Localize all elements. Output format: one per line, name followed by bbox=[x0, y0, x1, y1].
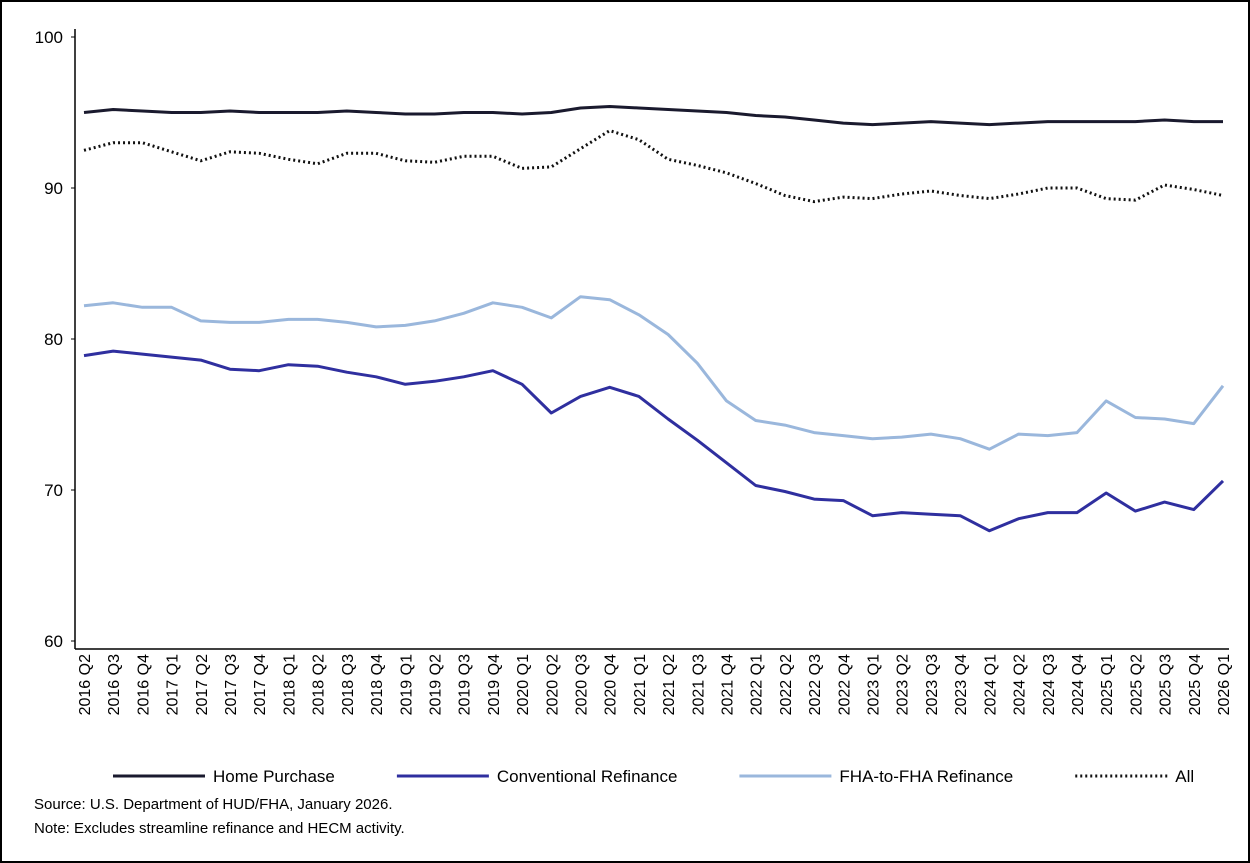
x-tick-label: 2021 Q4 bbox=[720, 654, 737, 715]
x-tick-label: 2025 Q4 bbox=[1187, 654, 1204, 715]
legend-label: Conventional Refinance bbox=[497, 767, 678, 786]
x-tick-label: 2022 Q1 bbox=[749, 654, 766, 715]
x-tick-label: 2018 Q4 bbox=[369, 654, 386, 715]
y-tick-label: 70 bbox=[44, 481, 63, 500]
x-tick-label: 2018 Q1 bbox=[281, 654, 298, 715]
y-tick-label: 80 bbox=[44, 330, 63, 349]
source: Source: U.S. Department of HUD/FHA, Janu… bbox=[34, 796, 392, 813]
x-tick-label: 2017 Q3 bbox=[223, 654, 240, 715]
x-tick-label: 2019 Q3 bbox=[457, 654, 474, 715]
x-tick-label: 2019 Q2 bbox=[427, 654, 444, 715]
x-tick-label: 2021 Q3 bbox=[690, 654, 707, 715]
x-tick-label: 2019 Q4 bbox=[486, 654, 503, 715]
x-tick-label: 2022 Q2 bbox=[778, 654, 795, 715]
x-tick-label: 2016 Q3 bbox=[106, 654, 123, 715]
x-tick-label: 2020 Q4 bbox=[603, 654, 620, 715]
note: Note: Excludes streamline refinance and … bbox=[34, 820, 405, 837]
x-tick-label: 2018 Q3 bbox=[340, 654, 357, 715]
x-tick-label: 2017 Q4 bbox=[252, 654, 269, 715]
series-line bbox=[83, 295, 1225, 451]
legend-label: Home Purchase bbox=[213, 767, 335, 786]
x-tick-label: 2024 Q3 bbox=[1041, 654, 1058, 715]
x-tick-label: 2023 Q3 bbox=[924, 654, 941, 715]
x-tick-label: 2020 Q3 bbox=[573, 654, 590, 715]
x-tick-label: 2026 Q1 bbox=[1216, 654, 1233, 715]
series-line bbox=[83, 129, 1224, 204]
y-tick-label: 60 bbox=[44, 632, 63, 651]
x-tick-label: 2017 Q2 bbox=[194, 654, 211, 715]
legend-label: FHA-to-FHA Refinance bbox=[839, 767, 1013, 786]
y-tick-label: 100 bbox=[35, 28, 63, 47]
x-tick-label: 2016 Q2 bbox=[77, 654, 94, 715]
x-tick-label: 2023 Q4 bbox=[953, 654, 970, 715]
x-tick-label: 2018 Q2 bbox=[311, 654, 328, 715]
x-tick-label: 2025 Q1 bbox=[1099, 654, 1116, 715]
x-tick-label: 2024 Q1 bbox=[982, 654, 999, 715]
series-line bbox=[83, 105, 1223, 127]
x-tick-label: 2022 Q3 bbox=[807, 654, 824, 715]
x-tick-label: 2023 Q2 bbox=[895, 654, 912, 715]
x-tick-label: 2022 Q4 bbox=[836, 654, 853, 715]
legend-label: All bbox=[1175, 767, 1194, 786]
x-tick-label: 2020 Q1 bbox=[515, 654, 532, 715]
x-tick-label: 2020 Q2 bbox=[544, 654, 561, 715]
x-tick-label: 2016 Q4 bbox=[135, 654, 152, 715]
x-tick-label: 2019 Q1 bbox=[398, 654, 415, 715]
y-tick-label: 90 bbox=[44, 179, 63, 198]
x-tick-label: 2023 Q1 bbox=[866, 654, 883, 715]
x-tick-label: 2017 Q1 bbox=[165, 654, 182, 715]
x-tick-label: 2021 Q1 bbox=[632, 654, 649, 715]
x-tick-label: 2024 Q4 bbox=[1070, 654, 1087, 715]
x-tick-label: 2025 Q3 bbox=[1158, 654, 1175, 715]
x-tick-label: 2024 Q2 bbox=[1012, 654, 1029, 715]
x-tick-label: 2025 Q2 bbox=[1128, 654, 1145, 715]
x-tick-label: 2021 Q2 bbox=[661, 654, 678, 715]
series-line bbox=[83, 349, 1225, 533]
